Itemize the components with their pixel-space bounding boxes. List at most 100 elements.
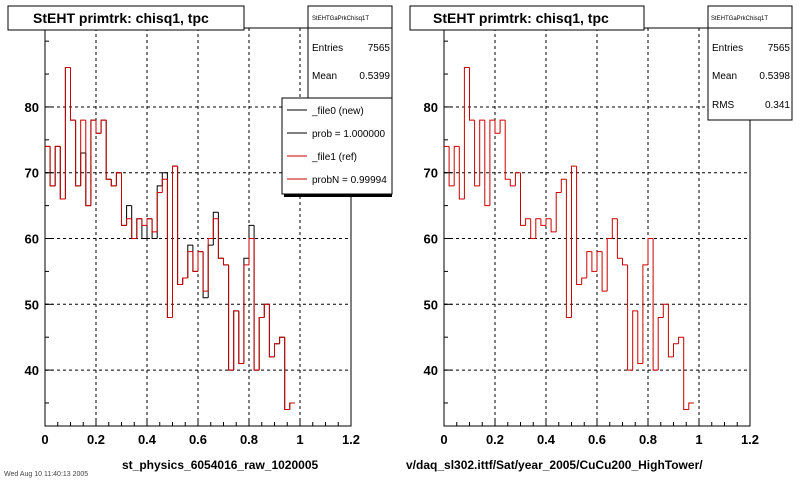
x-tick-label: 1 bbox=[296, 432, 303, 447]
histogram-bin bbox=[49, 146, 56, 187]
x-tick-label: 0.2 bbox=[486, 432, 504, 447]
y-tick-label: 50 bbox=[25, 297, 39, 312]
histogram-bin bbox=[622, 258, 628, 266]
histogram-bin bbox=[217, 218, 224, 259]
histogram-bin bbox=[228, 264, 234, 371]
y-tick-label: 50 bbox=[424, 297, 438, 312]
left-legend: _file0 (new) prob = 1.000000 _file1 (ref… bbox=[281, 97, 393, 197]
histogram-bin bbox=[657, 316, 664, 371]
histogram-bin bbox=[667, 304, 674, 358]
footer-timestamp: Wed Aug 10 11:40:13 2005 bbox=[4, 471, 88, 478]
histogram-bin bbox=[555, 191, 562, 232]
left-title: StEHT primtrk: chisq1, tpc bbox=[33, 10, 209, 26]
histogram-bin bbox=[146, 218, 153, 226]
histogram-bin bbox=[642, 264, 648, 364]
histogram-bin bbox=[85, 120, 91, 207]
histogram-bin bbox=[95, 120, 102, 134]
histogram-bin bbox=[161, 178, 168, 193]
histogram-bin bbox=[479, 119, 485, 186]
right-stats-box: StEHTGaPrkChisq1T Entries 7565 Mean 0.53… bbox=[707, 5, 793, 121]
left-title-box bbox=[7, 5, 245, 31]
histogram-bin bbox=[504, 120, 511, 180]
histogram-bin bbox=[80, 119, 86, 186]
histogram-bin bbox=[187, 251, 193, 278]
histogram-bin bbox=[463, 66, 470, 200]
histogram-bin bbox=[565, 179, 572, 318]
y-tick-label: 80 bbox=[424, 100, 438, 115]
histogram-bin bbox=[616, 218, 623, 259]
histogram-bin bbox=[268, 304, 275, 358]
histogram-bin bbox=[606, 238, 613, 292]
histogram-bin bbox=[115, 172, 122, 186]
right-pad: 0 0.2 0.4 0.6 0.8 1 1.2 40 50 60 70 80 StEHT primtr… bbox=[406, 5, 793, 472]
right-histograms bbox=[444, 66, 694, 411]
right-title: StEHT primtrk: chisq1, tpc bbox=[433, 10, 609, 26]
x-tick-label: 0.2 bbox=[87, 432, 105, 447]
left-stats-entries-value: 7565 bbox=[368, 43, 391, 54]
legend-entry-new: _file0 (new) bbox=[311, 106, 364, 117]
y-tick-label: 40 bbox=[424, 363, 438, 378]
histogram-bin bbox=[100, 119, 107, 134]
right-stats-entries-label: Entries bbox=[712, 43, 743, 54]
histogram-bin bbox=[197, 251, 204, 272]
histogram-bin bbox=[136, 218, 142, 239]
histogram-bin bbox=[141, 218, 147, 226]
histogram-bin bbox=[156, 191, 163, 232]
right-stats-mean-label: Mean bbox=[712, 71, 737, 82]
right-stats-rms-label: RMS bbox=[712, 100, 735, 111]
y-tick-label: 70 bbox=[25, 166, 39, 181]
histogram-bin bbox=[673, 343, 679, 357]
x-tick-label: 1 bbox=[695, 432, 702, 447]
histogram-bin bbox=[243, 264, 249, 364]
histogram-bin bbox=[586, 251, 592, 278]
histogram-bin bbox=[571, 165, 577, 318]
histogram-bin bbox=[284, 337, 290, 411]
x-tick-label: 1.2 bbox=[741, 432, 759, 447]
histogram-bin bbox=[591, 251, 597, 272]
histogram-bin bbox=[458, 146, 465, 200]
histogram-bin bbox=[105, 120, 112, 180]
x-tick-label: 0 bbox=[41, 432, 48, 447]
histogram-bin bbox=[64, 66, 71, 200]
x-tick-label: 1.2 bbox=[342, 432, 360, 447]
right-axis-ticks: 0 0.2 0.4 0.6 0.8 1 1.2 40 50 60 70 80 bbox=[424, 40, 759, 447]
y-tick-label: 60 bbox=[424, 232, 438, 247]
x-tick-label: 0.6 bbox=[189, 432, 207, 447]
histogram-bin bbox=[75, 120, 81, 187]
histogram-bin bbox=[448, 146, 455, 187]
histogram-bin bbox=[545, 218, 552, 226]
right-grid bbox=[444, 28, 750, 426]
legend-entry-probn: probN = 0.99994 bbox=[312, 175, 387, 186]
histogram-bin bbox=[683, 337, 689, 411]
histogram-bin bbox=[652, 238, 659, 371]
histogram-bin bbox=[514, 172, 521, 186]
histogram-bin bbox=[632, 310, 638, 371]
x-tick-label: 0.4 bbox=[537, 432, 556, 447]
histogram-bin bbox=[581, 277, 587, 285]
histogram-bin bbox=[70, 67, 76, 121]
histogram-bin bbox=[560, 178, 567, 193]
legend-entry-prob: prob = 1.000000 bbox=[312, 129, 386, 140]
histogram-bin bbox=[172, 165, 178, 318]
histogram-bin bbox=[151, 218, 158, 233]
histogram-bin bbox=[474, 120, 480, 187]
histogram-bin bbox=[131, 218, 137, 240]
right-stats-rms-value: 0.341 bbox=[765, 100, 790, 111]
histogram-bin bbox=[535, 218, 541, 239]
histogram-bin bbox=[289, 402, 295, 410]
histogram-bin bbox=[279, 336, 285, 344]
histogram-bin bbox=[238, 310, 244, 365]
histogram-bin bbox=[59, 146, 66, 200]
histogram-bin bbox=[494, 120, 501, 134]
histogram-bin bbox=[182, 277, 188, 285]
histogram-bin bbox=[576, 166, 582, 286]
series-0 bbox=[444, 66, 694, 411]
histogram-bin bbox=[601, 251, 608, 292]
histogram-bin bbox=[550, 218, 557, 233]
histogram-bin bbox=[520, 172, 526, 226]
histogram-bin bbox=[530, 218, 536, 240]
histogram-bin bbox=[202, 251, 209, 292]
left-stats-header: StEHTGaPrkChisq1T bbox=[312, 16, 369, 22]
x-tick-label: 0.8 bbox=[639, 432, 657, 447]
